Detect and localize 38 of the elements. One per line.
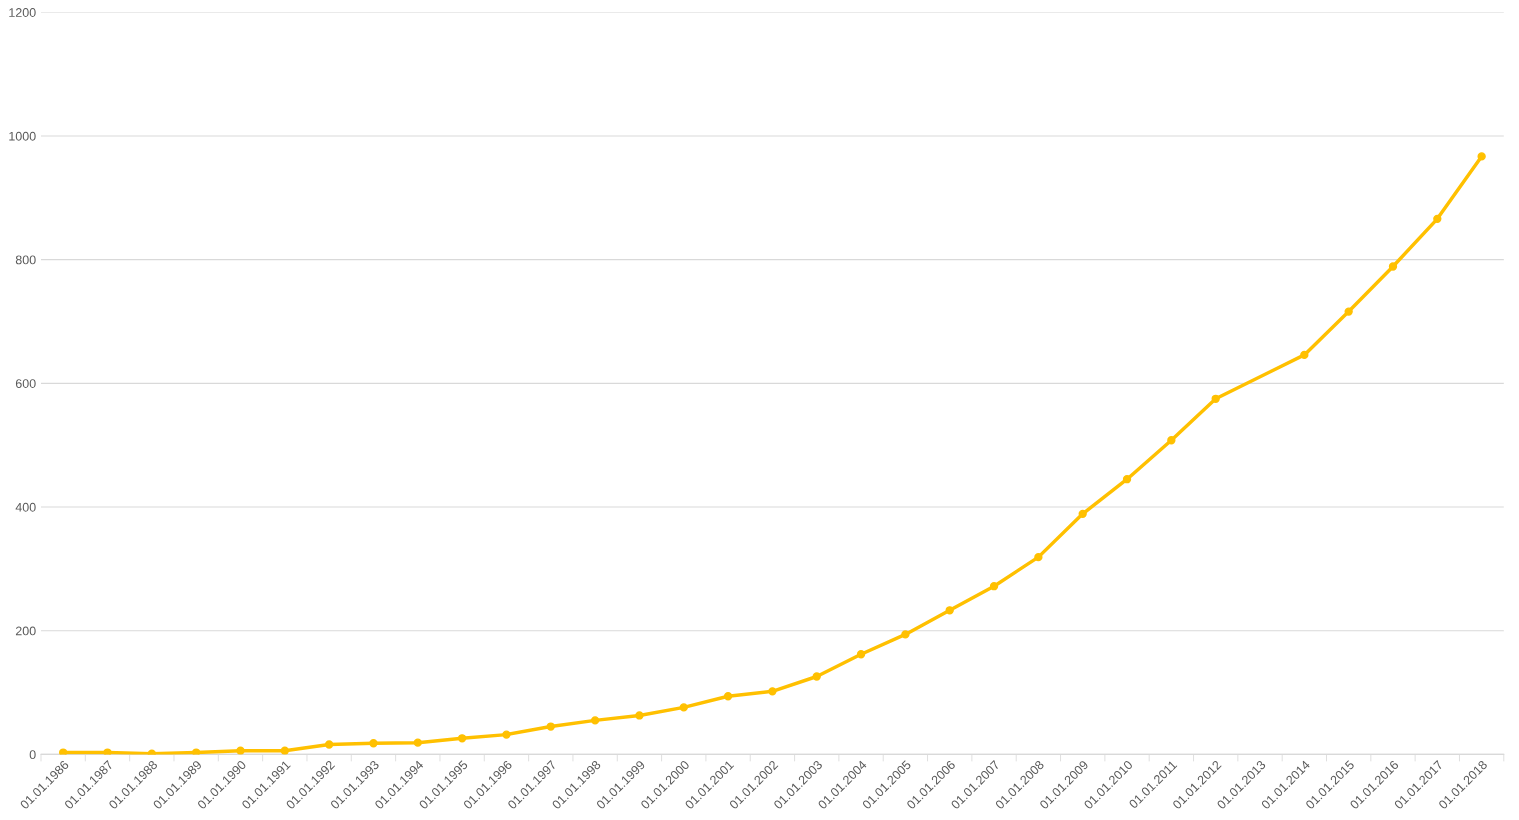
point	[1344, 307, 1353, 316]
point	[324, 740, 334, 749]
point	[1477, 152, 1486, 161]
point	[768, 687, 777, 696]
point	[369, 739, 378, 748]
point	[1300, 350, 1309, 360]
point	[812, 672, 821, 681]
point	[1167, 436, 1176, 445]
point	[59, 748, 68, 755]
point	[1034, 552, 1043, 562]
point	[679, 703, 688, 712]
point	[103, 748, 112, 755]
y-tick-label: 0	[29, 750, 36, 760]
point	[413, 738, 422, 747]
point	[1388, 262, 1398, 271]
y-tick-label: 600	[15, 379, 36, 388]
point	[1078, 509, 1087, 519]
point	[280, 746, 289, 755]
point	[1433, 214, 1442, 224]
point	[502, 730, 511, 739]
point	[945, 606, 954, 615]
y-tick-label: 1200	[9, 8, 36, 17]
point	[635, 711, 644, 720]
point	[723, 692, 733, 701]
y-tick-label: 200	[15, 626, 36, 636]
point	[546, 722, 555, 731]
point	[901, 630, 910, 639]
point	[989, 582, 999, 591]
point	[856, 650, 866, 659]
point	[590, 716, 600, 725]
y-tick-label: 800	[15, 255, 36, 265]
point	[191, 748, 201, 755]
point	[457, 734, 467, 743]
y-tick-label: 400	[15, 502, 36, 512]
point	[1122, 475, 1132, 484]
point	[236, 746, 245, 755]
y-tick-label: 1000	[9, 131, 36, 141]
point	[1211, 394, 1220, 403]
